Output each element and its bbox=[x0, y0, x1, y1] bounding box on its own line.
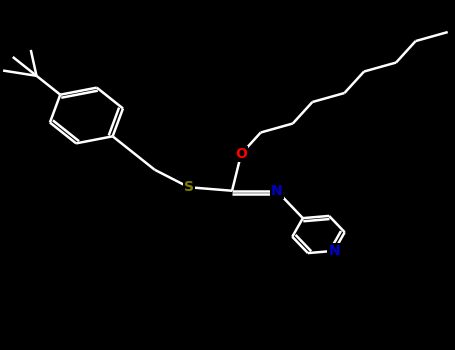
Text: N: N bbox=[271, 184, 283, 198]
Text: N: N bbox=[329, 244, 340, 258]
Text: O: O bbox=[235, 147, 247, 161]
Text: S: S bbox=[184, 180, 194, 194]
